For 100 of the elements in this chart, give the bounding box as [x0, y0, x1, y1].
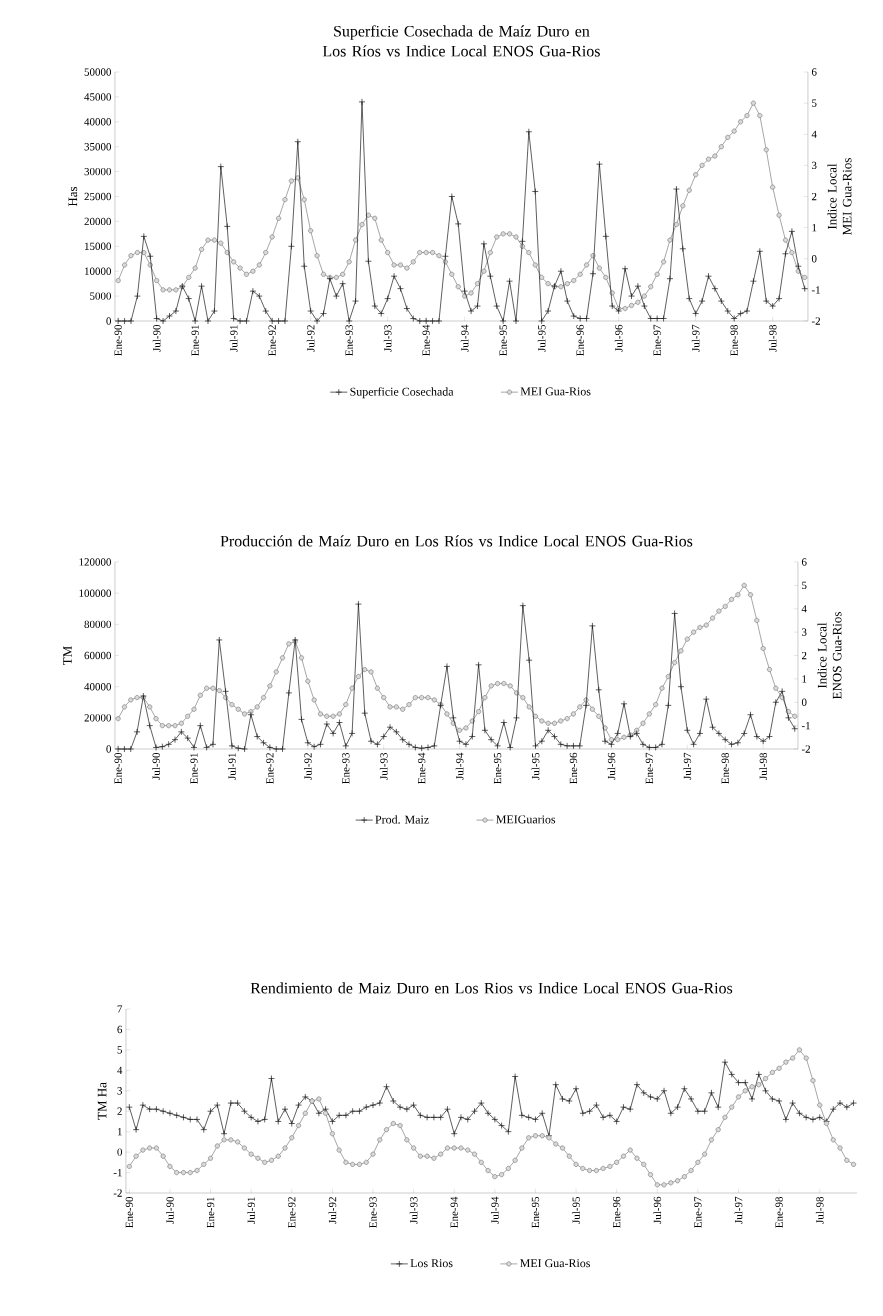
y-tick-label: -1	[113, 1168, 122, 1177]
y2-tick-label: -2	[811, 317, 821, 325]
y-tick-label: 30000	[84, 167, 112, 176]
legend-label: Prod. Maiz	[375, 815, 429, 824]
y-tick-label: 5000	[90, 292, 112, 300]
x-tick-label: Ene-91	[191, 325, 199, 356]
y2-tick-label: -1	[811, 286, 820, 294]
legend-label: Superficie Cosechada	[350, 387, 454, 399]
x-tick-label: Ene-93	[342, 752, 350, 784]
x-tick-label: Jul-91	[247, 1197, 256, 1224]
x-tick-label: Jul-97	[683, 752, 692, 780]
chart-title: Producción de Maíz Duro en Los Ríos vs Indice Local ENOS Gua-Rios	[220, 535, 693, 547]
y-tick-label: 2	[117, 1107, 122, 1115]
y2-tick-label: 2	[801, 651, 807, 660]
y2-tick-label: 0	[811, 255, 817, 263]
y2-tick-label: 0	[801, 698, 807, 706]
y2-tick-label: 6	[801, 558, 807, 566]
x-tick-label: Ene-96	[569, 752, 578, 784]
x-tick-label: Ene-92	[288, 1197, 296, 1228]
x-tick-label: Ene-98	[730, 324, 738, 356]
x-tick-label: Ene-94	[418, 752, 426, 784]
x-tick-label: Jul-92	[304, 753, 312, 780]
y-tick-label: 3	[117, 1087, 123, 1095]
x-tick-label: Ene-96	[613, 1196, 621, 1228]
legend-label: Los Rios	[410, 1259, 453, 1268]
y2-axis-title: Indice Local MEI Gua-Rios	[827, 158, 852, 235]
y-tick-label: 15000	[85, 242, 112, 250]
y-tick-label: -2	[113, 1189, 122, 1197]
x-tick-label: Jul-97	[691, 324, 700, 352]
y2-tick-label: -1	[801, 722, 810, 730]
x-tick-label: Jul-92	[328, 1197, 337, 1224]
x-tick-label: Jul-90	[166, 1196, 174, 1224]
y-tick-label: 7	[117, 1005, 123, 1013]
x-tick-label: Jul-94	[455, 752, 464, 780]
x-tick-label: Ene-97	[645, 752, 654, 784]
x-tick-label: Ene-95	[499, 324, 507, 356]
x-tick-label: Ene-96	[576, 324, 584, 356]
legend-label: MEIGuarios	[496, 815, 556, 824]
x-tick-label: Ene-95	[531, 1196, 540, 1228]
legend-label: MEI Gua-Rios	[520, 387, 591, 396]
y2-tick-label: 4	[801, 605, 807, 613]
y2-tick-label: -2	[801, 745, 811, 753]
x-tick-label: Ene-93	[369, 1196, 377, 1228]
x-tick-label: Jul-96	[614, 324, 623, 352]
x-tick-label: Ene-94	[422, 324, 430, 356]
x-tick-label: Ene-90	[114, 324, 122, 356]
x-tick-label: Ene-91	[190, 753, 198, 784]
x-tick-label: Ene-90	[125, 1196, 134, 1228]
y-tick-label: 40000	[84, 118, 112, 126]
x-tick-label: Jul-98	[815, 1196, 824, 1224]
x-tick-label: Jul-96	[607, 752, 616, 780]
y2-tick-label: 2	[811, 192, 817, 201]
x-tick-label: Ene-97	[694, 1196, 702, 1228]
y-axis-title: TM Ha	[97, 1082, 107, 1120]
y2-tick-label: 3	[802, 628, 807, 636]
x-tick-label: Jul-91	[229, 325, 238, 352]
y-axis-title: Has	[68, 186, 78, 207]
y2-tick-label: 5	[812, 99, 817, 107]
y-tick-label: 10000	[85, 267, 112, 275]
x-tick-label: Jul-93	[409, 1196, 418, 1224]
x-tick-label: Jul-96	[653, 1196, 662, 1224]
x-tick-label: Jul-92	[306, 325, 315, 352]
legend-label: MEI Gua-Rios	[520, 1259, 591, 1268]
y-tick-label: 6	[117, 1025, 123, 1034]
y-tick-label: 0	[106, 317, 112, 325]
x-tick-label: Ene-95	[493, 752, 502, 784]
x-tick-label: Jul-93	[379, 752, 388, 780]
y-tick-label: 35000	[84, 143, 112, 151]
y-tick-label: 20000	[84, 714, 112, 722]
y-tick-label: 50000	[84, 68, 112, 76]
chart-title: Superficie Cosechada de Maíz Duro en Los Ríos vs Indice Local ENOS Gua-Rios	[322, 25, 600, 57]
x-tick-label: Ene-92	[268, 325, 276, 356]
y-tick-label: 45000	[84, 93, 112, 101]
x-tick-label: Ene-92	[266, 753, 274, 784]
y2-tick-label: 4	[811, 130, 817, 138]
x-tick-label: Jul-95	[572, 1196, 580, 1224]
x-tick-label: Jul-98	[768, 324, 777, 352]
y-tick-label: 25000	[84, 192, 112, 201]
y-tick-label: 80000	[84, 620, 112, 629]
y-axis-title: TM	[63, 646, 72, 665]
x-tick-label: Jul-90	[152, 752, 160, 780]
y-tick-label: 5	[117, 1046, 123, 1054]
x-tick-label: Ene-98	[721, 752, 729, 784]
x-tick-label: Ene-90	[114, 752, 122, 784]
x-tick-label: Jul-90	[152, 324, 161, 352]
y-tick-label: 1	[117, 1128, 122, 1136]
y-tick-label: 0	[106, 745, 112, 753]
x-tick-label: Jul-91	[228, 753, 236, 780]
x-tick-label: Jul-95	[531, 752, 540, 780]
y2-tick-label: 5	[802, 581, 807, 590]
x-tick-label: Jul-94	[460, 324, 469, 352]
y2-tick-label: 3	[812, 161, 817, 170]
x-tick-label: Ene-98	[775, 1196, 783, 1228]
x-tick-label: Ene-91	[206, 1197, 215, 1228]
y-tick-label: 120000	[79, 558, 112, 566]
x-tick-label: Ene-97	[653, 324, 661, 356]
y2-tick-label: 6	[811, 68, 817, 76]
y-tick-label: 0	[117, 1148, 123, 1156]
x-tick-label: Ene-93	[345, 324, 353, 356]
x-tick-label: Jul-93	[383, 324, 392, 352]
